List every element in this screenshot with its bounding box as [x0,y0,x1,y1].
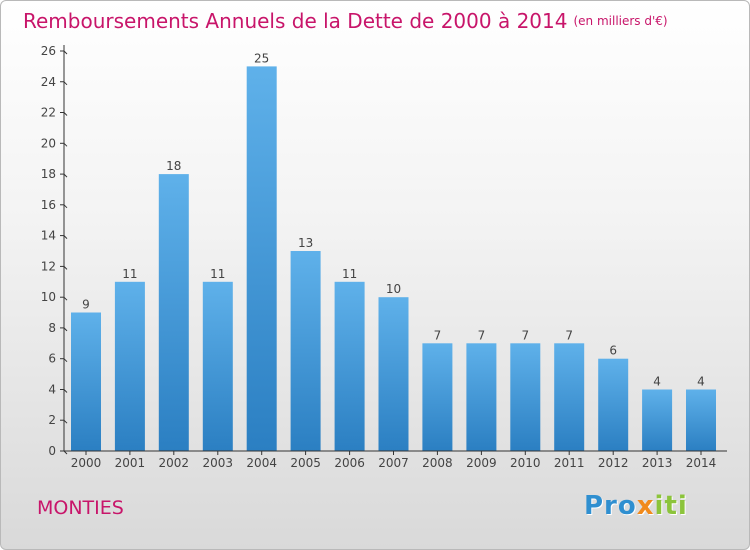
data-label-2013: 4 [653,375,661,389]
x-tick-label-2008: 2008 [422,456,453,470]
y-tick-label-10: 10 [41,290,56,304]
y-tick-mark-2 [63,419,68,424]
data-label-2009: 7 [478,328,486,342]
y-tick-label-6: 6 [48,352,56,366]
bars-layer [71,66,716,452]
bar-2004 [246,66,277,452]
bar-2006 [334,281,365,451]
y-tick-label-20: 20 [41,136,56,150]
y-tick-mark-14 [63,235,68,239]
x-tick-label-2000: 2000 [71,456,102,470]
data-label-2004: 25 [254,51,269,65]
y-tick-mark-10 [63,296,68,301]
x-tick-label-2003: 2003 [203,456,234,470]
y-tick-mark-12 [63,266,68,270]
y-tick-label-2: 2 [48,413,56,427]
data-label-2012: 6 [609,344,617,358]
y-tick-mark-18 [63,173,68,178]
x-tick-label-2001: 2001 [115,456,146,470]
bar-2000 [71,312,101,451]
y-tick-mark-16 [63,204,68,209]
y-tick-mark-4 [63,389,68,393]
bar-2002 [158,174,189,451]
data-label-2010: 7 [521,328,529,342]
data-label-2000: 9 [82,298,90,312]
x-tick-label-2012: 2012 [598,456,629,470]
x-tick-label-2005: 2005 [290,456,321,470]
x-tick-label-2006: 2006 [334,456,365,470]
data-label-2006: 11 [342,267,357,281]
data-label-2003: 11 [210,267,225,281]
y-tick-label-4: 4 [48,383,56,397]
bar-2011 [554,343,585,451]
data-labels-layer: 9 11 18 11 25 13 11 10 7 7 7 7 6 4 4 [82,51,705,388]
x-tick-label-2013: 2013 [642,456,673,470]
data-label-2011: 7 [565,328,573,342]
data-label-2007: 10 [386,282,401,296]
logo-part-3: iti [654,491,688,521]
unit-note: (en milliers d'€) [573,14,668,28]
bar-2001 [114,281,145,451]
y-tick-label-14: 14 [41,229,56,243]
axis-layer: 2000 2001 2002 2003 2004 2005 2006 2007 2008 2009… [41,44,727,470]
y-tick-mark-0 [63,450,68,455]
y-tick-label-18: 18 [41,167,56,181]
y-tick-mark-8 [63,327,68,332]
data-label-2014: 4 [697,375,705,389]
x-tick-label-2011: 2011 [554,456,585,470]
y-tick-label-12: 12 [41,259,56,273]
y-tick-label-0: 0 [48,444,56,458]
y-tick-mark-22 [63,112,68,116]
bar-2012 [598,358,629,451]
y-tick-mark-24 [63,81,68,86]
bar-2010 [510,343,541,451]
bar-2009 [466,343,497,451]
bar-2007 [378,297,409,451]
data-label-2005: 13 [298,236,313,250]
data-label-2002: 18 [166,159,181,173]
x-tick-label-2009: 2009 [466,456,497,470]
bar-2008 [422,343,453,451]
y-tick-mark-20 [63,142,68,147]
y-tick-label-26: 26 [41,44,56,58]
y-tick-label-8: 8 [48,321,56,335]
x-tick-label-2010: 2010 [510,456,541,470]
x-tick-label-2004: 2004 [246,456,277,470]
data-label-2008: 7 [434,328,442,342]
y-tick-label-24: 24 [41,75,56,89]
bar-2013 [642,389,673,451]
chart-title-text: Remboursements Annuels de la Dette de 20… [23,9,568,33]
logo-part-2: x [636,491,655,521]
y-tick-label-22: 22 [41,106,56,120]
x-tick-label-2002: 2002 [159,456,190,470]
y-tick-mark-6 [63,358,68,363]
x-tick-label-2007: 2007 [378,456,409,470]
bar-2005 [290,251,321,451]
bar-2003 [202,281,233,451]
y-tick-label-16: 16 [41,198,56,212]
town-name: MONTIES [37,497,124,519]
chart-title: Remboursements Annuels de la Dette de 20… [23,9,668,33]
proxiti-logo: Proxiti [584,491,688,521]
data-label-2001: 11 [122,267,137,281]
logo-part-1: Pro [584,491,637,521]
bar-2014 [686,389,716,451]
y-tick-mark-26 [63,50,68,55]
x-tick-label-2014: 2014 [686,456,717,470]
